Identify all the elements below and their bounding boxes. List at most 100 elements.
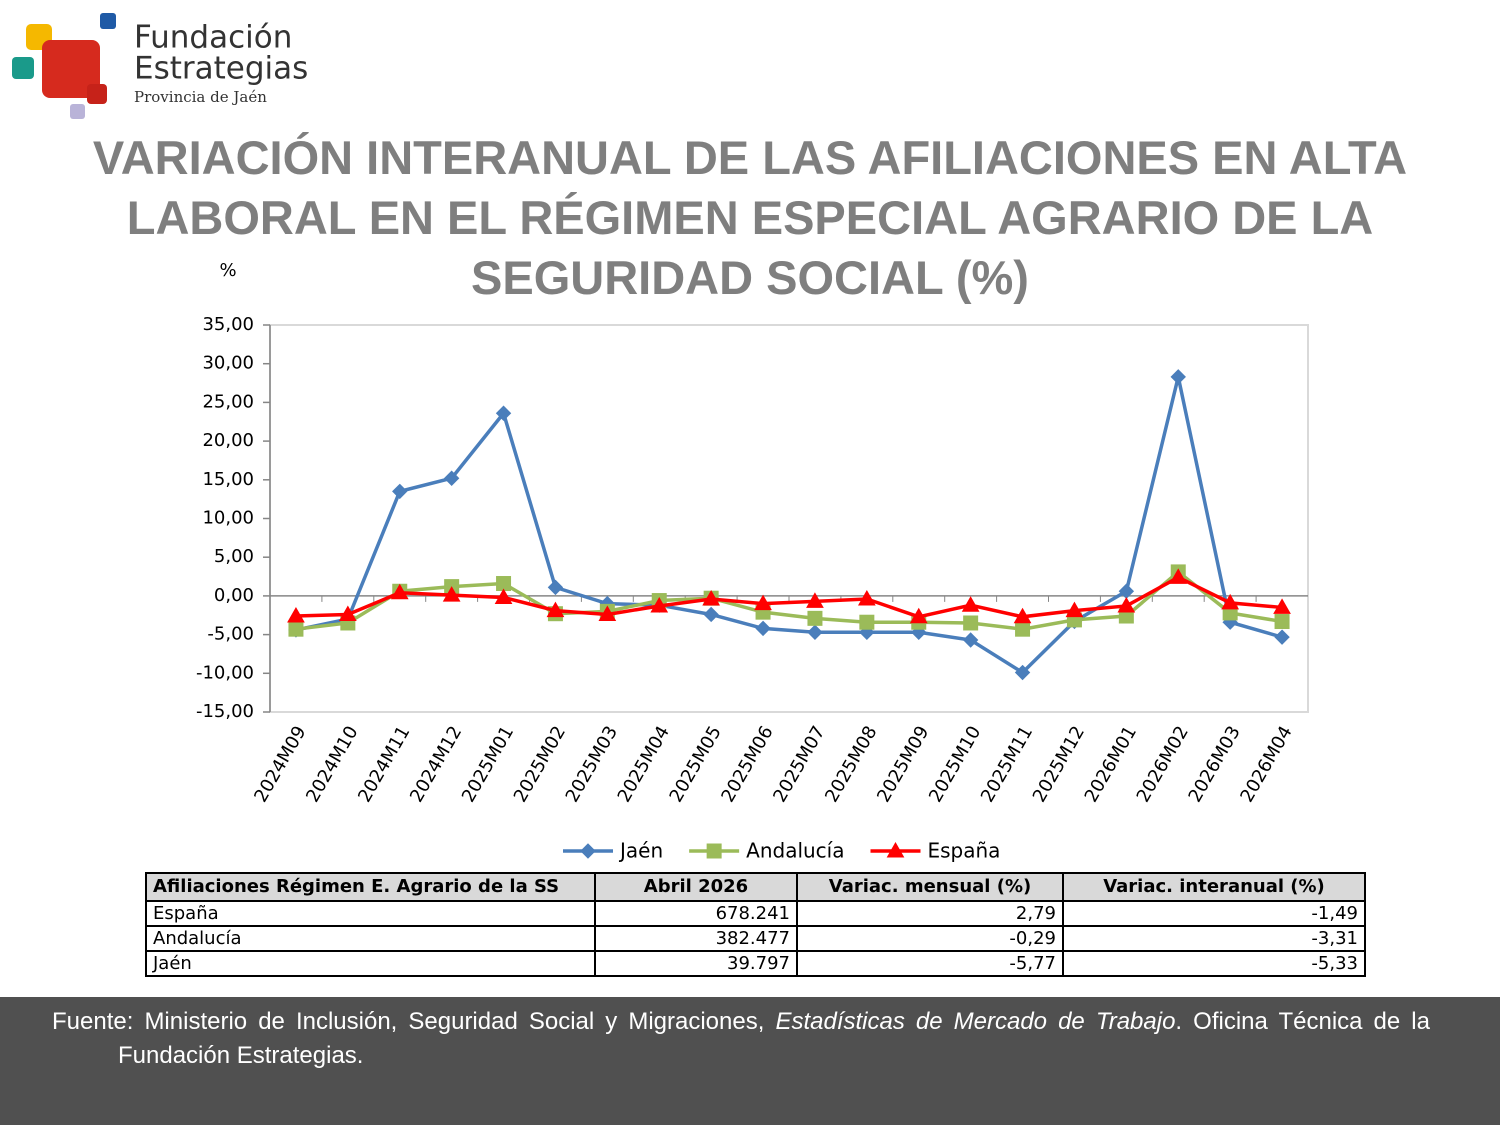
- data-point: [1014, 664, 1031, 681]
- x-tick-label: 2025M07: [769, 723, 829, 806]
- x-tick-label: 2025M10: [925, 723, 985, 806]
- logo-name: Estrategias: [134, 51, 308, 87]
- y-tick-label: 15,00: [202, 469, 254, 490]
- legend-label: Andalucía: [746, 839, 844, 863]
- y-tick-label: 35,00: [202, 314, 254, 335]
- logo-subtitle: Provincia de Jaén: [134, 88, 267, 106]
- data-point: [598, 605, 617, 621]
- x-tick-label: 2025M03: [562, 723, 622, 806]
- legend-label: Jaén: [618, 839, 663, 863]
- data-point: [962, 632, 979, 648]
- series-line: [295, 376, 1283, 675]
- table-row: España 678.241 2,79 -1,49: [145, 900, 1366, 927]
- table-cell: 678.241: [594, 900, 798, 927]
- header-cell: Afiliaciones Régimen E. Agrario de la SS: [145, 872, 596, 902]
- legend-marker: [706, 843, 722, 859]
- logo-square: [42, 40, 100, 98]
- y-tick-label: 25,00: [202, 391, 254, 412]
- header-cell: Variac. mensual (%): [796, 872, 1064, 902]
- data-point: [288, 621, 304, 637]
- data-point: [963, 615, 979, 631]
- x-tick-label: 2025M09: [873, 723, 933, 806]
- y-tick-label: 5,00: [214, 546, 254, 567]
- data-point: [1274, 629, 1290, 645]
- table-cell: España: [145, 900, 596, 927]
- data-point: [857, 589, 876, 606]
- data-point: [1015, 621, 1031, 637]
- x-tick-label: 2024M12: [406, 723, 466, 806]
- y-tick-label: 10,00: [202, 508, 254, 529]
- table-row: Andalucía 382.477 -0,29 -3,31: [145, 925, 1366, 952]
- logo-square: [87, 84, 107, 104]
- x-tick-label: 2025M05: [665, 723, 725, 806]
- logo-square: [70, 104, 85, 119]
- y-tick-label: 20,00: [202, 430, 254, 451]
- source-text: . Oficina Técnica de la Fundación Estrat…: [118, 1008, 1430, 1069]
- x-tick-label: 2026M04: [1236, 723, 1296, 806]
- table-cell: 39.797: [594, 950, 798, 977]
- table-cell: Andalucía: [145, 925, 596, 952]
- data-point: [807, 624, 823, 640]
- data-point: [702, 589, 721, 606]
- table-cell: -3,31: [1062, 925, 1366, 952]
- x-tick-label: 2024M11: [354, 723, 414, 806]
- table-cell: Jaén: [145, 950, 596, 977]
- table-cell: -5,33: [1062, 950, 1366, 977]
- table-cell: -5,77: [796, 950, 1064, 977]
- header-cell: Abril 2026: [594, 872, 798, 902]
- logo-square: [12, 57, 34, 79]
- table-cell: 2,79: [796, 900, 1064, 927]
- data-point: [1065, 601, 1084, 618]
- data-point: [909, 607, 928, 624]
- table: Afiliaciones Régimen E. Agrario de la SS…: [145, 872, 1366, 977]
- data-point: [1274, 614, 1290, 630]
- data-point: [1221, 593, 1240, 610]
- x-tick-label: 2025M12: [1029, 723, 1089, 806]
- x-tick-label: 2025M01: [458, 723, 518, 806]
- y-tick-label: 0,00: [214, 585, 254, 606]
- data-point: [494, 588, 513, 604]
- source-note: Fuente: Ministerio de Inclusión, Segurid…: [52, 1005, 1430, 1073]
- data-point: [287, 607, 305, 623]
- logo-name: Fundación: [134, 20, 292, 56]
- series-line: [295, 575, 1283, 619]
- chart-title: VARIACIÓN INTERANUAL DE LAS AFILIACIONES…: [92, 131, 1408, 304]
- data-point: [1013, 607, 1032, 624]
- data-point: [1169, 568, 1188, 584]
- data-point: [703, 606, 719, 623]
- legend-marker: [886, 841, 905, 858]
- data-point: [1117, 596, 1136, 613]
- y-tick-label: -5,00: [207, 624, 254, 645]
- data-point: [754, 594, 772, 611]
- data-point: [806, 592, 824, 608]
- data-point: [859, 614, 875, 630]
- data-point: [390, 583, 409, 600]
- x-tick-label: 2024M09: [250, 723, 310, 806]
- data-point: [755, 620, 771, 637]
- chart: % 35,00 30,00 25,00 20,00 15,00 10,00 5,00 0,00…: [196, 260, 1309, 863]
- x-tick-label: 2025M08: [821, 723, 881, 806]
- y-tick-label: -15,00: [196, 701, 254, 722]
- x-tick-label: 2025M11: [977, 723, 1037, 806]
- x-tick-label: 2026M02: [1133, 723, 1193, 806]
- table-cell: -1,49: [1062, 900, 1366, 927]
- x-tick-label: 2024M10: [302, 723, 362, 806]
- logo: Fundación Estrategias Provincia de Jaén: [12, 13, 308, 119]
- y-tick-label: 30,00: [202, 353, 254, 374]
- data-point: [392, 483, 408, 500]
- data-point: [496, 576, 512, 592]
- data-point: [961, 596, 980, 612]
- data-point: [338, 605, 357, 621]
- source-text: Fuente: Ministerio de Inclusión, Segurid…: [52, 1008, 776, 1035]
- series-line: [295, 569, 1283, 631]
- data-point: [807, 610, 823, 626]
- table-row: Jaén 39.797 -5,77 -5,33: [145, 950, 1366, 977]
- table-cell: 382.477: [594, 925, 798, 952]
- data-point: [1273, 598, 1291, 614]
- logo-square: [100, 13, 116, 29]
- x-tick-label: 2025M02: [510, 723, 570, 806]
- footer: Fuente: Ministerio de Inclusión, Segurid…: [0, 997, 1500, 1125]
- x-tick-label: 2025M04: [614, 723, 674, 806]
- y-tick-label: -10,00: [196, 662, 254, 683]
